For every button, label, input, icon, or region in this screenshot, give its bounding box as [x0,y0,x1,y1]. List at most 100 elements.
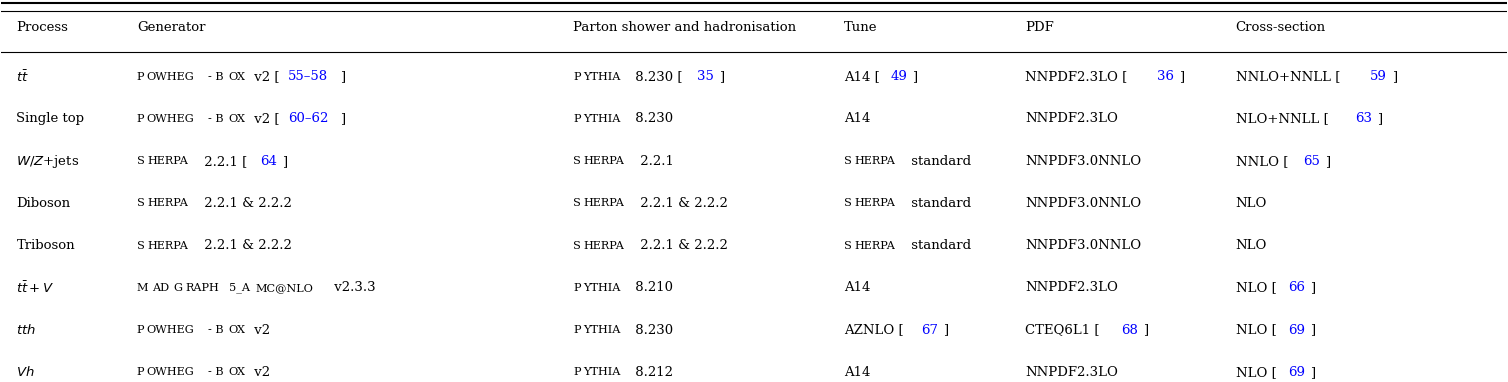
Text: 60–62: 60–62 [288,112,329,126]
Text: S: S [573,241,581,251]
Text: P: P [137,114,145,124]
Text: YTHIA: YTHIA [584,114,620,124]
Text: A14: A14 [844,366,870,379]
Text: HERPA: HERPA [146,198,188,209]
Text: 68: 68 [1120,324,1137,337]
Text: v2: v2 [250,366,270,379]
Text: OX: OX [228,325,246,335]
Text: 69: 69 [1288,366,1304,379]
Text: S: S [137,198,145,209]
Text: ]: ] [1377,112,1383,126]
Text: Tune: Tune [844,21,878,34]
Text: ]: ] [1310,324,1315,337]
Text: ]: ] [719,70,724,83]
Text: NNPDF2.3LO [: NNPDF2.3LO [ [1025,70,1126,83]
Text: standard: standard [908,239,971,252]
Text: HERPA: HERPA [584,198,624,209]
Text: P: P [573,367,581,377]
Text: ]: ] [1310,282,1315,295]
Text: Process: Process [17,21,68,34]
Text: ]: ] [339,112,345,126]
Text: P: P [573,325,581,335]
Text: ]: ] [912,70,917,83]
Text: HERPA: HERPA [855,156,896,166]
Text: NNPDF2.3LO: NNPDF2.3LO [1025,112,1117,126]
Text: ]: ] [282,155,288,168]
Text: Parton shower and hadronisation: Parton shower and hadronisation [573,21,796,34]
Text: v2 [: v2 [ [250,112,279,126]
Text: 59: 59 [1371,70,1387,83]
Text: NLO [: NLO [ [1235,282,1276,295]
Text: OX: OX [228,367,246,377]
Text: 67: 67 [921,324,938,337]
Text: ]: ] [1179,70,1184,83]
Text: 55–58: 55–58 [288,70,329,83]
Text: 8.212: 8.212 [632,366,673,379]
Text: PDF: PDF [1025,21,1054,34]
Text: P: P [137,367,145,377]
Text: 2.2.1 & 2.2.2: 2.2.1 & 2.2.2 [199,197,291,210]
Text: 2.2.1 & 2.2.2: 2.2.1 & 2.2.2 [636,197,728,210]
Text: P: P [137,325,145,335]
Text: standard: standard [908,197,971,210]
Text: NNLO+NNLL [: NNLO+NNLL [ [1235,70,1341,83]
Text: M: M [137,283,148,293]
Text: $Vh$: $Vh$ [17,365,35,379]
Text: NNPDF3.0NNLO: NNPDF3.0NNLO [1025,239,1142,252]
Text: 49: 49 [890,70,908,83]
Text: NLO [: NLO [ [1235,324,1276,337]
Text: S: S [844,198,852,209]
Text: $tth$: $tth$ [17,323,36,337]
Text: AZNLO [: AZNLO [ [844,324,903,337]
Text: YTHIA: YTHIA [584,325,620,335]
Text: HERPA: HERPA [146,156,188,166]
Text: A14: A14 [844,282,870,295]
Text: NLO+NNLL [: NLO+NNLL [ [1235,112,1329,126]
Text: 5_A: 5_A [229,283,250,293]
Text: P: P [573,283,581,293]
Text: AD: AD [152,283,169,293]
Text: S: S [844,156,852,166]
Text: OWHEG: OWHEG [146,367,195,377]
Text: 65: 65 [1303,155,1320,168]
Text: ]: ] [1310,366,1315,379]
Text: - B: - B [208,367,223,377]
Text: HERPA: HERPA [584,156,624,166]
Text: CTEQ6L1 [: CTEQ6L1 [ [1025,324,1099,337]
Text: S: S [137,156,145,166]
Text: OWHEG: OWHEG [146,325,195,335]
Text: v2 [: v2 [ [250,70,279,83]
Text: Single top: Single top [17,112,84,126]
Text: P: P [137,72,145,82]
Text: NNLO [: NNLO [ [1235,155,1288,168]
Text: NNPDF2.3LO: NNPDF2.3LO [1025,366,1117,379]
Text: A14 [: A14 [ [844,70,881,83]
Text: NNPDF2.3LO: NNPDF2.3LO [1025,282,1117,295]
Text: 64: 64 [261,155,277,168]
Text: HERPA: HERPA [146,241,188,251]
Text: 63: 63 [1356,112,1372,126]
Text: v2.3.3: v2.3.3 [330,282,375,295]
Text: S: S [844,241,852,251]
Text: OX: OX [228,114,246,124]
Text: 35: 35 [698,70,715,83]
Text: $t\bar{t}$: $t\bar{t}$ [17,69,29,84]
Text: P: P [573,72,581,82]
Text: - B: - B [208,72,223,82]
Text: A14: A14 [844,112,870,126]
Text: OX: OX [228,72,246,82]
Text: NNPDF3.0NNLO: NNPDF3.0NNLO [1025,155,1142,168]
Text: MC@NLO: MC@NLO [256,283,314,293]
Text: OWHEG: OWHEG [146,72,195,82]
Text: v2: v2 [250,324,270,337]
Text: ]: ] [1143,324,1148,337]
Text: 2.2.1 & 2.2.2: 2.2.1 & 2.2.2 [636,239,728,252]
Text: 8.230 [: 8.230 [ [632,70,683,83]
Text: Generator: Generator [137,21,205,34]
Text: 2.2.1 & 2.2.2: 2.2.1 & 2.2.2 [199,239,291,252]
Text: NLO: NLO [1235,239,1267,252]
Text: HERPA: HERPA [855,198,896,209]
Text: YTHIA: YTHIA [584,367,620,377]
Text: 2.2.1: 2.2.1 [636,155,674,168]
Text: NLO: NLO [1235,197,1267,210]
